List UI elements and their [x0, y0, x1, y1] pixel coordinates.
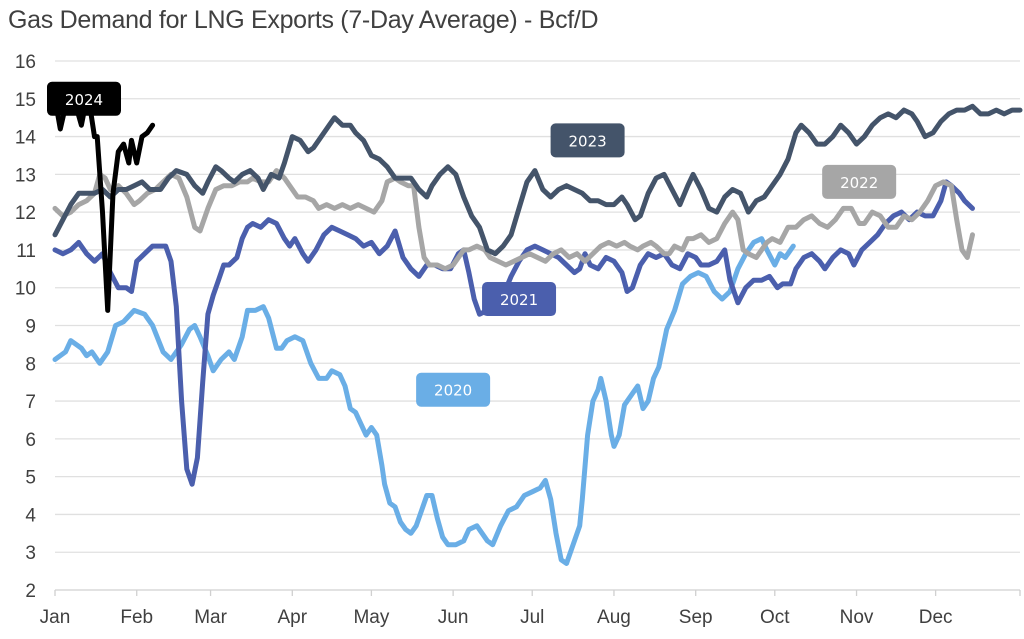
series-label-box — [822, 164, 897, 199]
series-label-text: 2021 — [500, 291, 538, 309]
series-label-text: 2023 — [569, 132, 607, 150]
y-tick-label: 13 — [15, 165, 36, 186]
x-tick-label: Mar — [194, 607, 227, 628]
y-tick-label: 7 — [25, 392, 36, 413]
y-tick-label: 3 — [25, 543, 36, 564]
series-label-box — [550, 123, 625, 158]
series-line-2023 — [52, 103, 1023, 257]
series-label-text: 2024 — [65, 91, 103, 109]
series-label-box — [416, 372, 491, 407]
x-tick-label: Dec — [919, 607, 953, 628]
series-label-box — [47, 81, 122, 116]
y-tick-label: 8 — [25, 354, 36, 375]
x-tick-label: Nov — [840, 607, 874, 628]
y-axis: 2 3 4 5 6 7 8 9 10 11 12 13 14 15 16 — [15, 52, 37, 602]
chart-title: Gas Demand for LNG Exports (7-Day Averag… — [8, 6, 599, 34]
x-tick-label: Sep — [679, 607, 713, 628]
x-tick-label: Jul — [520, 607, 544, 628]
y-tick-label: 9 — [25, 317, 36, 338]
y-tick-label: 2 — [25, 581, 36, 602]
series-line-2022 — [52, 168, 975, 272]
y-tick-label: 11 — [16, 241, 36, 262]
series-label-box — [482, 282, 557, 317]
x-tick-label: May — [353, 607, 389, 628]
x-tick-label: Feb — [120, 607, 153, 628]
y-tick-label: 4 — [25, 505, 36, 526]
series-label-2020: 2020 — [416, 372, 491, 407]
series-label-text: 2020 — [434, 382, 472, 400]
gridlines — [55, 60, 1020, 591]
y-tick-label: 16 — [15, 52, 36, 73]
x-axis: Jan Feb Mar Apr May Jun Jul Aug Sep Oct Nov Dec — [40, 590, 1021, 628]
x-tick-label: Oct — [760, 607, 790, 628]
y-tick-label: 14 — [15, 128, 37, 149]
y-tick-label: 5 — [25, 468, 36, 489]
x-tick-label: Jun — [438, 607, 469, 628]
x-tick-label: Aug — [597, 607, 631, 628]
series-label-2022: 2022 — [822, 164, 897, 199]
y-tick-label: 12 — [15, 203, 36, 224]
series-labels: 2020 2021 2022 2023 2024 — [47, 81, 897, 407]
series-label-2021: 2021 — [482, 282, 557, 317]
x-tick-label: Jan — [40, 607, 71, 628]
y-tick-label: 6 — [25, 430, 36, 451]
y-tick-label: 10 — [15, 279, 36, 300]
series-label-text: 2022 — [840, 174, 878, 192]
series-label-2024: 2024 — [47, 81, 122, 116]
series-label-2023: 2023 — [550, 123, 625, 158]
x-tick-label: Apr — [278, 607, 308, 628]
y-tick-label: 15 — [15, 90, 36, 111]
